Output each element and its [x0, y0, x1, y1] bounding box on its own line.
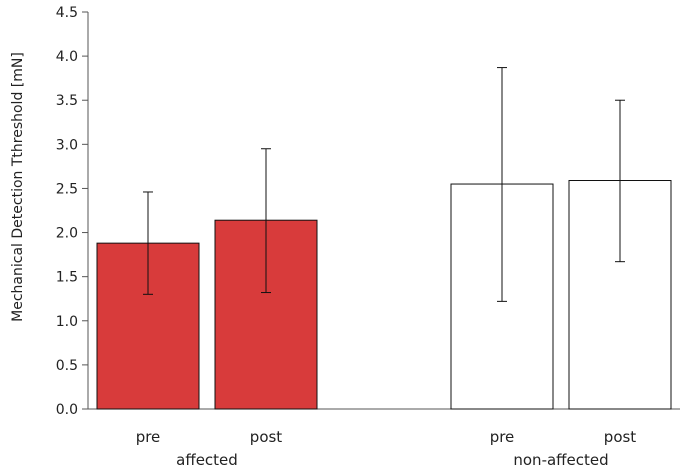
y-axis-title: Mechanical Detection Tthreshold [mN]: [10, 52, 26, 322]
category-labels: pre post affected pre post non-affected: [136, 428, 637, 469]
y-tick-label: 1.0: [56, 314, 78, 330]
y-tick-label: 4.5: [56, 5, 78, 21]
y-tick-label: 2.5: [56, 181, 78, 197]
y-tick-label: 1.5: [56, 270, 78, 286]
group-label: non-affected: [513, 451, 608, 469]
bar-label: post: [250, 428, 283, 446]
y-tick-label: 0.5: [56, 358, 78, 374]
y-tick-label: 4.0: [56, 49, 78, 65]
bars: [96, 180, 672, 410]
bar-label: pre: [136, 428, 161, 446]
bar-label: pre: [490, 428, 515, 446]
error-bars: [143, 67, 625, 302]
y-tick-label: 3.0: [56, 137, 78, 153]
y-tick-label: 0.0: [56, 402, 78, 418]
y-tick-label: 2.0: [56, 226, 78, 242]
y-tick-label: 3.5: [56, 93, 78, 109]
y-axis-title-group: Mechanical Detection Tthreshold [mN]: [10, 52, 26, 322]
bar-label: post: [604, 428, 637, 446]
group-label: affected: [176, 451, 238, 469]
